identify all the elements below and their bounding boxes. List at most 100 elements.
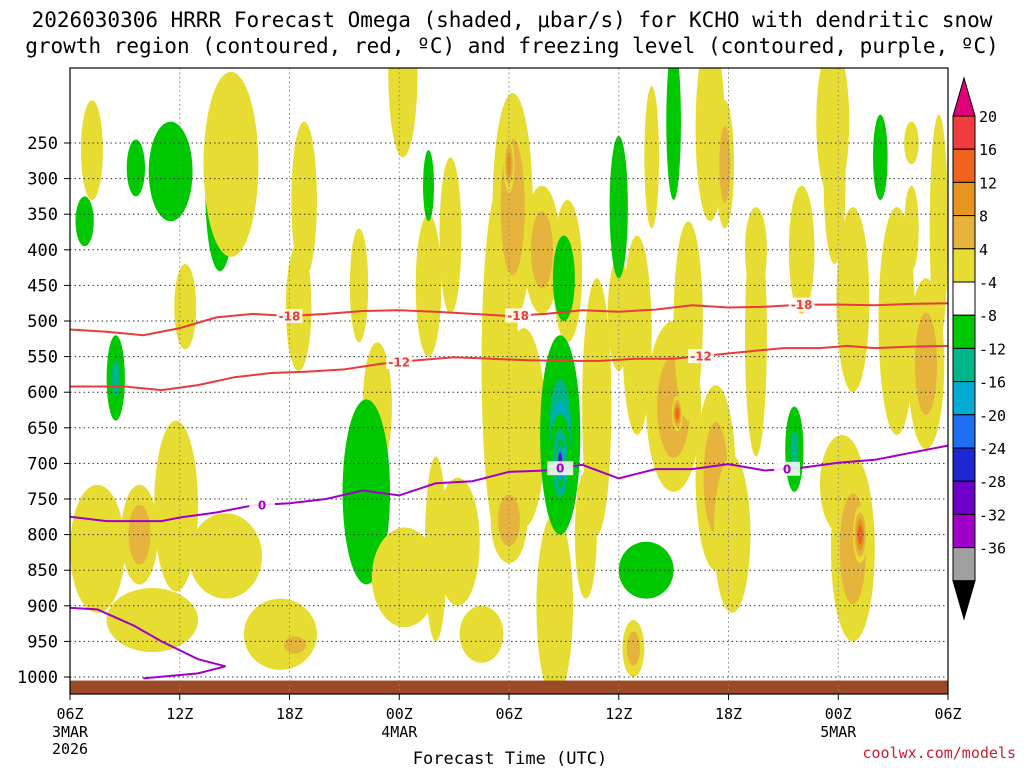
omega-cell-0-level-0: [80, 100, 103, 200]
omega-cell-45-level-0: [622, 235, 652, 435]
colorbar-bottom-triangle: [952, 580, 976, 621]
colorbar-label-13: -36: [979, 540, 1006, 558]
omega-cell-11-level-0: [188, 513, 263, 599]
omega-cell-47-level-0: [644, 86, 659, 229]
colorbar-label-0: 20: [979, 108, 997, 126]
omega-cell-31-level-2: [506, 152, 512, 177]
x-tick-label-18: 00Z: [386, 705, 413, 723]
colorbar-box-3: [952, 215, 976, 250]
surface-terrain: [70, 680, 948, 694]
colorbar-label-7: -12: [979, 340, 1006, 358]
omega-cell-32-level-0: [501, 328, 546, 528]
x-tick-label-0: 06Z: [56, 705, 83, 723]
omega-cell-3-level-1: [157, 141, 184, 202]
isotherm-minus12-label-0: -12: [388, 355, 410, 369]
omega-shading: [70, 68, 948, 694]
colorbar-box-1: [952, 148, 976, 183]
y-tick-label-250: 250: [27, 134, 58, 154]
colorbar-box-4: [952, 248, 976, 283]
x-tick-label-6: 12Z: [166, 705, 193, 723]
omega-cell-14-level-1: [284, 636, 306, 654]
freezing-level-label-bg-2: [774, 461, 801, 476]
y-tick-label-500: 500: [27, 312, 58, 332]
omega-cell-52-level-0: [673, 221, 703, 421]
colorbar-box-13: [952, 547, 976, 582]
omega-cell-59-level-2: [790, 430, 799, 468]
y-tick-label-750: 750: [27, 490, 58, 510]
y-tick-label-550: 550: [27, 348, 58, 368]
x-tick-label-36: 18Z: [715, 705, 742, 723]
freezing-level-low-line: [70, 606, 226, 680]
omega-cell-26-level-0: [388, 68, 418, 158]
x-tick-label-48: 06Z: [934, 705, 961, 723]
omega-cell-16-level-0: [291, 121, 317, 279]
y-tick-label-900: 900: [27, 597, 58, 617]
freezing-level-label-0: 0: [258, 498, 266, 512]
omega-cell-64-level-3: [857, 525, 863, 545]
colorbar-top-triangle: [952, 76, 976, 117]
omega-cell-28-level-0: [459, 605, 504, 663]
y-tick-label-1000: 1000: [17, 668, 58, 688]
isotherm-minus18-label-2: -18: [791, 298, 813, 312]
omega-cell-51-level-3: [675, 407, 680, 420]
isotherm-minus12-line: [70, 344, 948, 392]
omega-cell-5-level-0: [203, 71, 259, 257]
colorbar-label-6: -8: [979, 307, 997, 325]
omega-cell-34-level-1: [530, 211, 553, 289]
omega-cell-7-level-2: [111, 359, 120, 397]
omega-cell-27-level-0: [435, 477, 480, 606]
freezing-level-label-bg-1: [547, 461, 574, 476]
omega-cell-42-level-0: [582, 278, 612, 535]
x-tick-date-0: 3MAR: [52, 723, 89, 741]
colorbar-box-5: [952, 281, 976, 316]
x-tick-year-0: 2026: [52, 740, 88, 758]
omega-cell-60-level-0: [744, 214, 767, 457]
colorbar-box-12: [952, 513, 976, 549]
colorbar-label-11: -28: [979, 473, 1006, 491]
colorbar-label-12: -32: [979, 506, 1006, 524]
x-tick-date-42: 5MAR: [820, 723, 857, 741]
freezing-level-label-1: 0: [556, 462, 564, 476]
omega-cell-58-level-0: [788, 185, 815, 314]
isotherm-minus12-label-bg-0: [386, 354, 413, 369]
omega-cell-44-level-1: [626, 631, 640, 666]
omega-cell-69-level-0: [929, 114, 948, 343]
omega-cell-68-level-1: [915, 312, 938, 415]
omega-cell-6-level-0: [174, 264, 197, 350]
y-tick-label-950: 950: [27, 632, 58, 652]
omega-cell-33-level-1: [498, 494, 520, 546]
y-tick-label-400: 400: [27, 241, 58, 261]
isotherm-minus12-label-bg-1: [688, 349, 715, 364]
y-tick-label-450: 450: [27, 276, 58, 296]
x-tick-label-12: 18Z: [276, 705, 303, 723]
omega-cell-23-level-0: [415, 214, 442, 357]
chart-title-line2: growth region (contoured, red, ºC) and f…: [25, 34, 999, 58]
isotherm-minus18-label-1: -18: [507, 309, 529, 323]
chart-title-line1: 2026030306 HRRR Forecast Omega (shaded, …: [32, 8, 993, 32]
colorbar-box-9: [952, 414, 976, 449]
colorbar-label-8: -16: [979, 374, 1006, 392]
omega-cell-9-level-1: [128, 504, 151, 565]
omega-cell-70-level-0: [904, 121, 919, 165]
omega-cell-40-level-0: [552, 235, 575, 321]
colorbar-label-9: -20: [979, 407, 1006, 425]
colorbar-label-4: 4: [979, 241, 988, 259]
omega-cell-24-level-0: [439, 157, 462, 314]
x-tick-label-24: 06Z: [495, 705, 522, 723]
colorbar-box-10: [952, 447, 976, 482]
y-tick-label-600: 600: [27, 383, 58, 403]
x-axis-label: Forecast Time (UTC): [413, 749, 607, 768]
omega-cell-21-level-0: [371, 527, 438, 628]
colorbar-box-8: [952, 381, 976, 416]
colorbar-box-11: [952, 480, 976, 515]
freezing-level-label-2: 0: [783, 462, 791, 476]
freezing-level-label-bg-0: [249, 497, 276, 512]
colorbar-box-7: [952, 347, 976, 383]
omega-cell-2-level-0: [75, 196, 94, 247]
x-tick-label-30: 12Z: [605, 705, 632, 723]
omega-cell-66-level-0: [823, 93, 846, 265]
omega-cell-8-level-0: [70, 484, 125, 613]
colorbar-label-3: 8: [979, 208, 988, 226]
